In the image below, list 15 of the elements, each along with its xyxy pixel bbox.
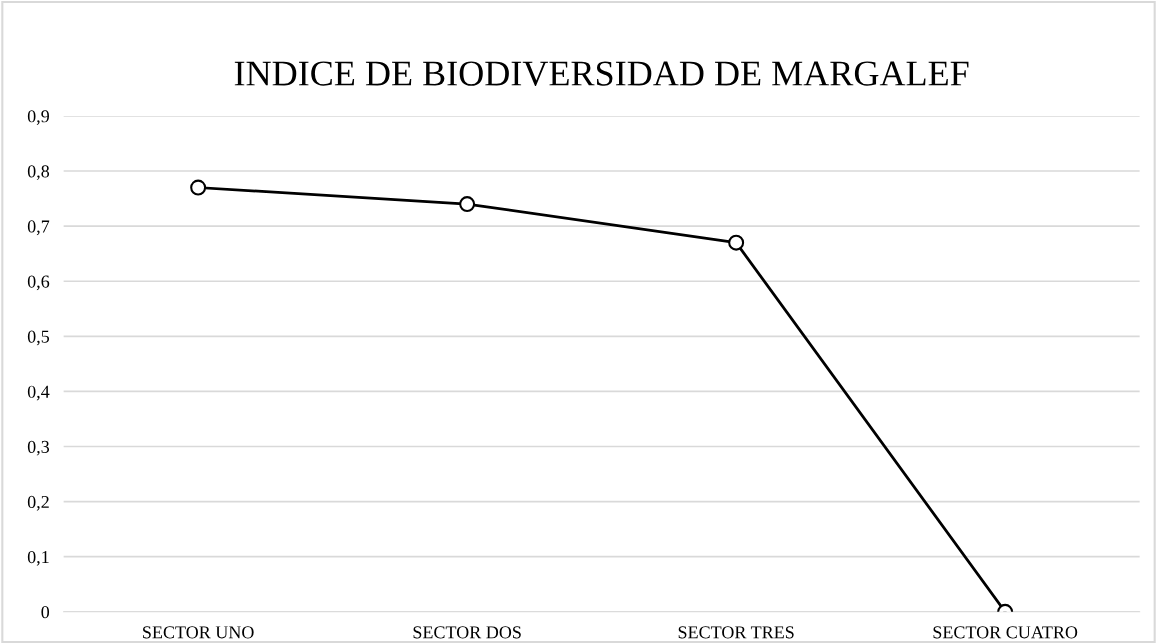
y-tick-label: 0,6 [27, 275, 50, 291]
x-tick-label: SECTOR UNO [143, 626, 254, 639]
y-tick-label: 0,8 [27, 165, 50, 181]
y-tick-label: 0,4 [27, 385, 50, 401]
y-tick-label: 0,5 [27, 330, 50, 346]
y-tick-label: 0,3 [27, 440, 50, 456]
chart-title: INDICE DE BIODIVERSIDAD DE MARGALEF [234, 61, 969, 86]
y-tick-label: 0 [41, 606, 50, 619]
y-tick-label: 0,2 [27, 495, 49, 511]
x-tick-label: SECTOR CUATRO [933, 626, 1078, 639]
y-tick-label: 0,9 [27, 110, 50, 125]
x-tick-label: SECTOR TRES [678, 626, 794, 639]
y-tick-label: 0,7 [27, 220, 50, 236]
x-tick-label: SECTOR DOS [413, 626, 521, 639]
y-tick-label: 0,1 [27, 550, 49, 566]
